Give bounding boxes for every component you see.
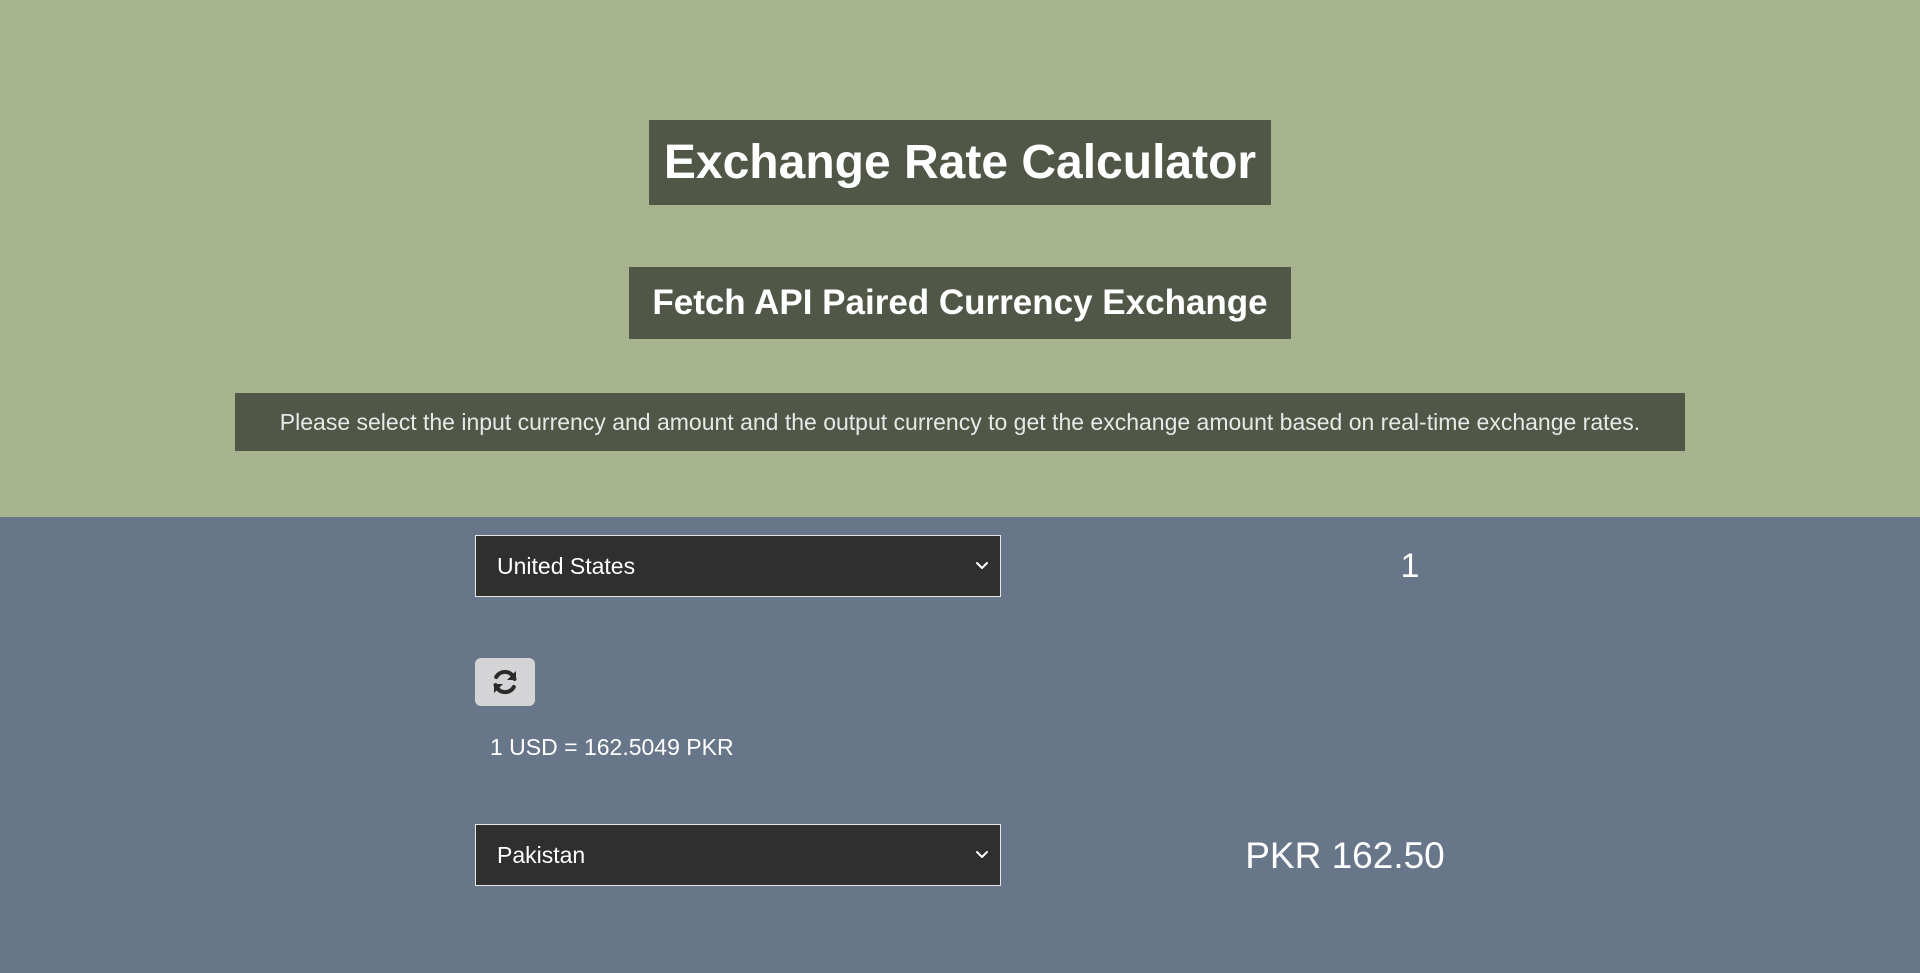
header-section: Exchange Rate Calculator Fetch API Paire… [0,0,1920,517]
page-title: Exchange Rate Calculator [649,120,1271,205]
to-currency-select[interactable]: Pakistan [476,825,1000,885]
converted-amount: PKR 162.50 [1245,835,1445,876]
instructions-text: Please select the input currency and amo… [235,393,1685,451]
from-currency-select-wrapper[interactable]: United States [475,535,1001,597]
refresh-icon [493,669,517,695]
swap-currencies-button[interactable] [475,658,535,706]
page-subtitle: Fetch API Paired Currency Exchange [629,267,1291,339]
to-currency-select-wrapper[interactable]: Pakistan [475,824,1001,886]
exchange-rate-text: 1 USD = 162.5049 PKR [490,734,734,760]
from-currency-select[interactable]: United States [476,536,1000,596]
amount-input[interactable] [1290,541,1530,591]
